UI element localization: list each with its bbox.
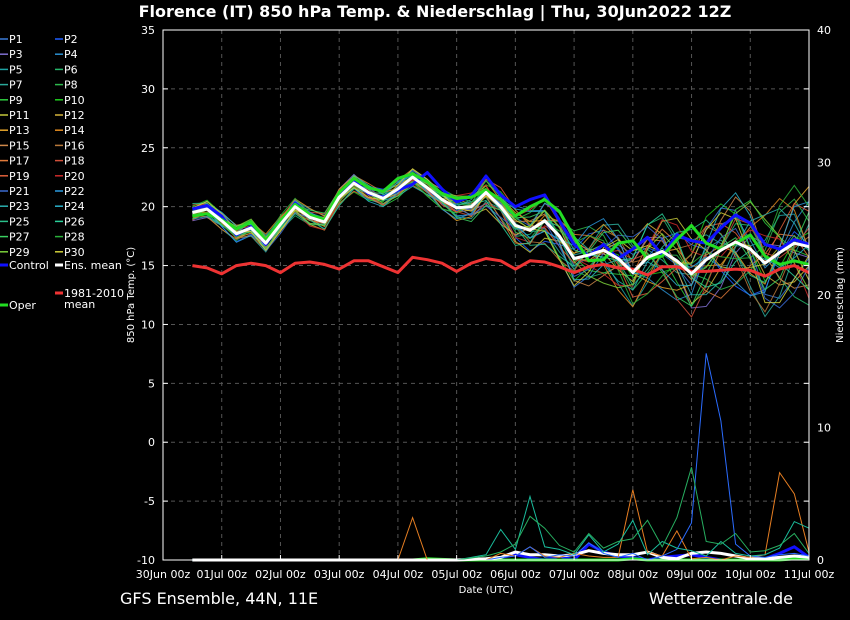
- y-tick-label: 0: [148, 436, 155, 449]
- y-tick-label: 10: [141, 318, 155, 331]
- x-tick-label: 04Jul 00z: [373, 568, 424, 581]
- left-axis-ticks: -10 -5 0 5 10 15 20 25 30 35: [137, 24, 809, 567]
- y-tick-label: 15: [141, 260, 155, 273]
- legend-label-p25: P25: [9, 215, 30, 228]
- x-tick-label: 10Jul 00z: [725, 568, 776, 581]
- temp-line-1981-2010-mean: [192, 255, 810, 278]
- x-tick-label: 07Jul 00z: [549, 568, 600, 581]
- legend-label-p30: P30: [64, 246, 85, 259]
- legend-label-p21: P21: [9, 185, 30, 198]
- y2-tick-label: 40: [817, 24, 831, 37]
- y2-tick-label: 20: [817, 289, 831, 302]
- legend-label-p7: P7: [9, 79, 23, 92]
- y-tick-label: 25: [141, 142, 155, 155]
- x-tick-label: 11Jul 00z: [784, 568, 835, 581]
- y-tick-label: 30: [141, 83, 155, 96]
- legend-label-p28: P28: [64, 231, 85, 244]
- legend-label-p13: P13: [9, 124, 30, 137]
- legend-label-p18: P18: [64, 155, 85, 168]
- legend-label-1981-2010-mean: 1981-2010: [64, 287, 124, 300]
- legend-label-p23: P23: [9, 200, 30, 213]
- y-tick-label: -5: [144, 495, 155, 508]
- member-line-p22: [192, 174, 810, 297]
- legend-label-p14: P14: [64, 124, 85, 137]
- legend-label-p6: P6: [64, 63, 78, 76]
- legend-label-p3: P3: [9, 48, 23, 61]
- footer-source: Wetterzentrale.de: [649, 589, 793, 608]
- x-axis-label: Date (UTC): [459, 585, 514, 596]
- y2-tick-label: 10: [817, 422, 831, 435]
- x-tick-label: 30Jun 00z: [136, 568, 191, 581]
- legend-label-1981-2010-mean: mean: [64, 298, 95, 311]
- legend-label-p17: P17: [9, 155, 30, 168]
- x-tick-label: 08Jul 00z: [608, 568, 659, 581]
- y-axis-label: 850 hPa Temp. (°C): [126, 247, 137, 343]
- legend-label-p12: P12: [64, 109, 85, 122]
- y-tick-label: 5: [148, 377, 155, 390]
- legend-label-p8: P8: [64, 79, 78, 92]
- right-axis-ticks: 0 10 20 30 40: [817, 24, 831, 567]
- temperature-series: [192, 171, 810, 278]
- temp-line-ens-mean: [192, 175, 810, 276]
- y2-tick-label: 30: [817, 157, 831, 170]
- member-line-p26: [192, 174, 810, 291]
- legend-label-oper: Oper: [9, 299, 36, 312]
- legend-label-p15: P15: [9, 139, 30, 152]
- legend-label-p4: P4: [64, 48, 78, 61]
- legend-label-p11: P11: [9, 109, 30, 122]
- x-tick-label: 09Jul 00z: [666, 568, 717, 581]
- y-tick-label: 35: [141, 24, 155, 37]
- legend-label-p19: P19: [9, 170, 30, 183]
- member-line-p19: [192, 176, 810, 298]
- x-tick-label: 01Jul 00z: [196, 568, 247, 581]
- legend-label-p29: P29: [9, 246, 30, 259]
- x-tick-label: 05Jul 00z: [431, 568, 482, 581]
- x-tick-label: 06Jul 00z: [490, 568, 541, 581]
- legend-label-p9: P9: [9, 94, 23, 107]
- legend-label-p22: P22: [64, 185, 85, 198]
- legend-label-p26: P26: [64, 215, 85, 228]
- x-axis-ticks: 30Jun 00z 01Jul 00z 02Jul 00z 03Jul 00z 04Ju…: [136, 555, 835, 581]
- legend: P1 P2 P3 P4 P5 P6 P7 P8 P9 P10 P11 P12 P13 P14 P15 P16 P…: [0, 33, 124, 312]
- x-tick-label: 02Jul 00z: [255, 568, 306, 581]
- y-tick-label: 20: [141, 201, 155, 214]
- x-tick-label: 03Jul 00z: [314, 568, 365, 581]
- legend-label-p2: P2: [64, 33, 78, 46]
- legend-label-p20: P20: [64, 170, 85, 183]
- legend-label-p16: P16: [64, 139, 85, 152]
- legend-label-p10: P10: [64, 94, 85, 107]
- temp-line-oper: [192, 172, 810, 266]
- y-tick-label: -10: [137, 554, 155, 567]
- legend-label-p24: P24: [64, 200, 85, 213]
- legend-label-p1: P1: [9, 33, 23, 46]
- plot-frame: [162, 29, 810, 561]
- y2-tick-label: 0: [817, 554, 824, 567]
- legend-label-ens-mean: Ens. mean: [64, 259, 122, 272]
- legend-label-p5: P5: [9, 63, 23, 76]
- legend-label-control: Control: [9, 259, 49, 272]
- y2-axis-label: Niederschlag (mm): [835, 247, 846, 343]
- footer-model-info: GFS Ensemble, 44N, 11E: [120, 589, 318, 608]
- legend-label-p27: P27: [9, 231, 30, 244]
- chart-title: Florence (IT) 850 hPa Temp. & Niederschl…: [139, 2, 732, 22]
- ensemble-member-lines: [192, 168, 810, 318]
